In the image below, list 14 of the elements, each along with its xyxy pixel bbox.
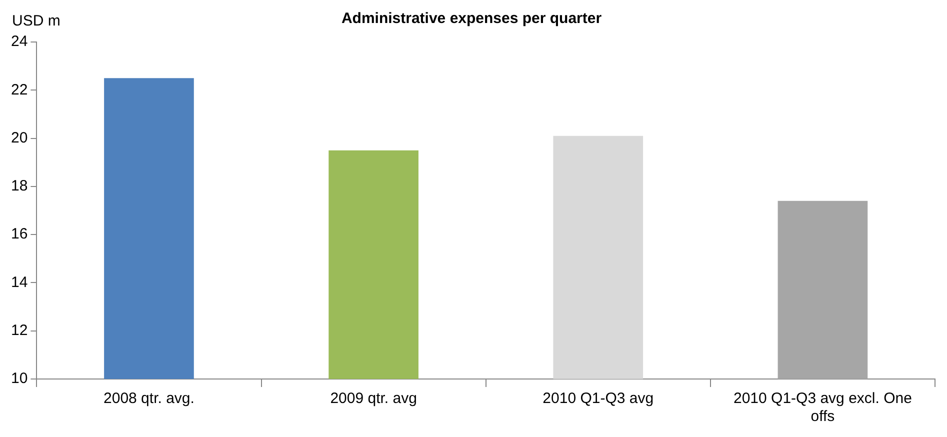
- y-tick-label: 10: [10, 370, 28, 388]
- x-tick-label: 2010 Q1-Q3 avg excl. One offs: [733, 390, 912, 426]
- x-tick-label: 2008 qtr. avg.: [104, 390, 194, 408]
- y-tick-label: 16: [10, 226, 28, 243]
- y-tick-label: 12: [10, 322, 28, 339]
- y-tick-label: 20: [10, 129, 28, 146]
- y-tick-label: 14: [10, 274, 28, 291]
- x-tick-label: 2009 qtr. avg: [330, 390, 417, 408]
- y-axis-title: USD m: [12, 12, 60, 30]
- chart-title: Administrative expenses per quarter: [341, 10, 602, 28]
- x-tick-label: 2010 Q1-Q3 avg: [542, 390, 654, 408]
- y-tick-label: 22: [10, 81, 28, 98]
- y-tick-label: 24: [10, 33, 28, 50]
- y-tick-label: 18: [10, 178, 28, 195]
